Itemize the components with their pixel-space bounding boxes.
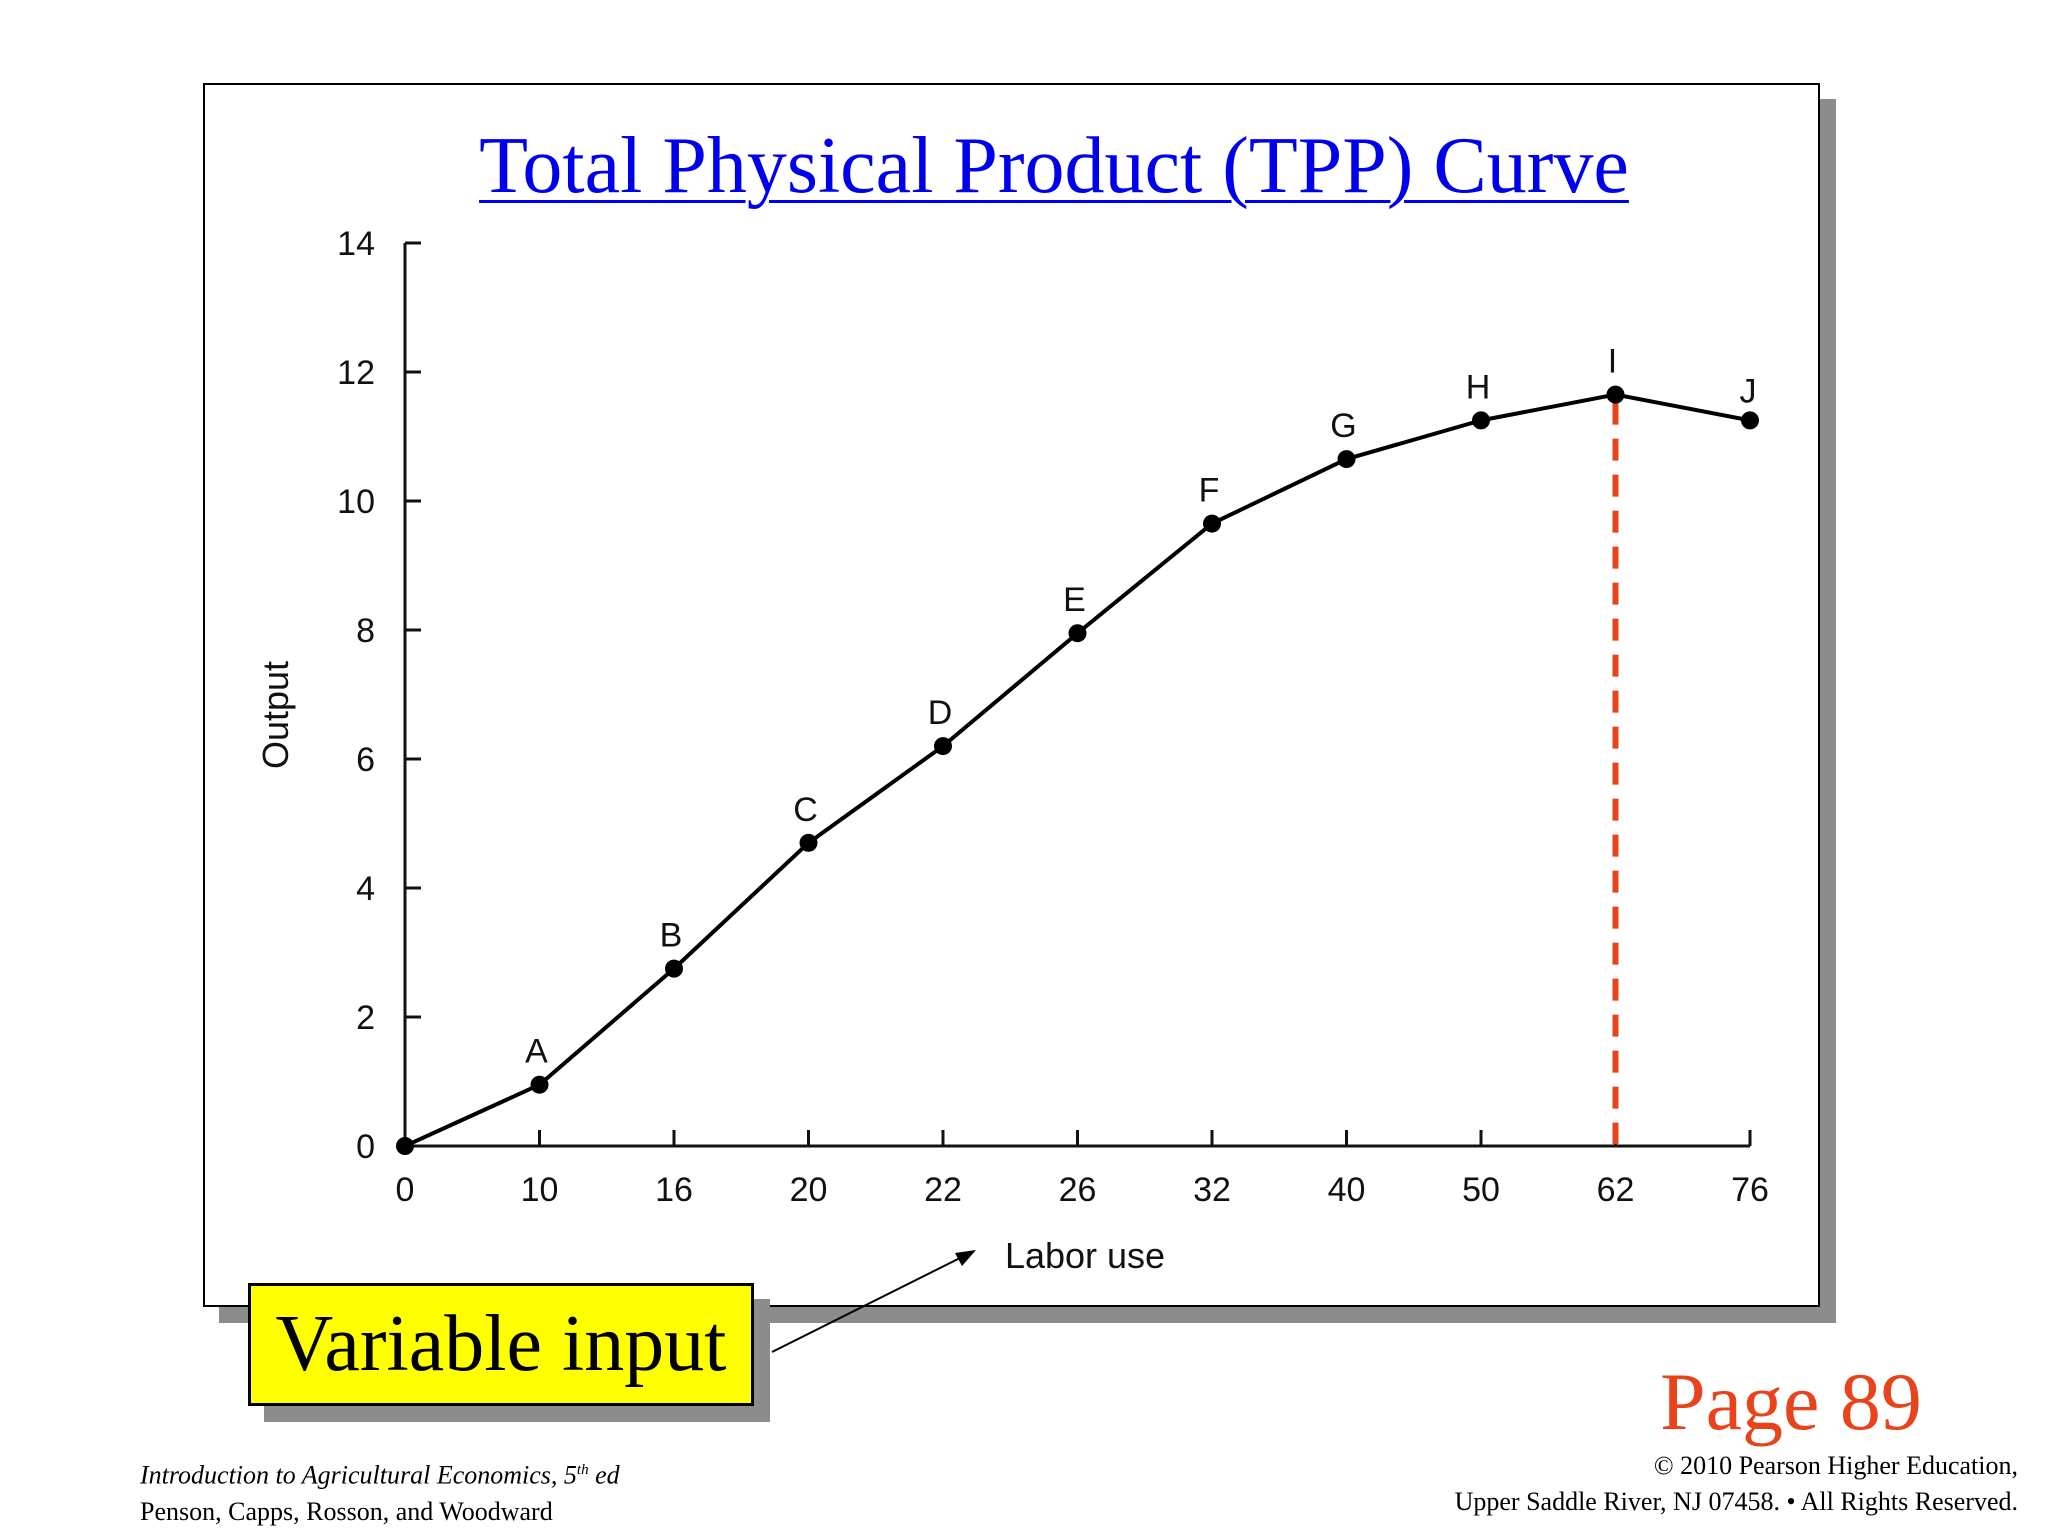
data-point	[1337, 450, 1356, 469]
point-label-d: D	[928, 694, 953, 732]
edition-suffix: ed	[588, 1460, 620, 1490]
y-axis-label: Output	[255, 661, 296, 769]
x-tick-label: 32	[1193, 1171, 1231, 1209]
x-tick-label: 20	[790, 1171, 828, 1209]
y-tick-label: 2	[356, 999, 375, 1037]
copyright: © 2010 Pearson Higher Education,	[1653, 1451, 2018, 1480]
chart-title: Total Physical Product (TPP) Curve	[479, 122, 1629, 210]
data-points	[396, 385, 1759, 1155]
point-label-f: F	[1199, 472, 1220, 510]
data-point	[530, 1075, 549, 1094]
x-tick-label: 40	[1328, 1171, 1366, 1209]
data-point	[934, 737, 952, 756]
y-tick-label: 4	[356, 870, 375, 908]
x-tick-label: 26	[1059, 1171, 1097, 1209]
y-tick-label: 14	[337, 225, 375, 263]
annotation-arrow	[771, 1250, 976, 1353]
point-labels: A B C D E F G H I J	[525, 343, 1756, 1071]
y-tick-label: 0	[356, 1128, 375, 1166]
data-point	[665, 959, 683, 978]
x-tick-label: 16	[655, 1171, 693, 1209]
variable-input-callout: Variable input	[248, 1283, 754, 1406]
point-label-c: C	[793, 791, 818, 829]
authors: Penson, Capps, Rosson, and Woodward	[140, 1496, 553, 1526]
book-title-text: Introduction to Agricultural Economics, …	[140, 1460, 577, 1490]
y-tick-label: 8	[356, 612, 375, 650]
point-label-i: I	[1608, 343, 1617, 381]
x-tick-label: 10	[521, 1171, 559, 1209]
arrow-shaft	[771, 1256, 963, 1353]
x-tick-label: 50	[1462, 1171, 1500, 1209]
data-point	[1741, 411, 1759, 430]
book-title: Introduction to Agricultural Economics, …	[140, 1452, 620, 1494]
data-point	[1606, 385, 1625, 404]
y-tick-label: 10	[337, 483, 375, 521]
point-label-g: G	[1330, 407, 1356, 445]
footer-left: Introduction to Agricultural Economics, …	[140, 1452, 620, 1530]
point-label-b: B	[660, 917, 683, 955]
data-point	[1203, 514, 1221, 533]
x-tick-label: 0	[396, 1171, 415, 1209]
callout-text: Variable input	[275, 1300, 727, 1388]
edition-superscript: th	[576, 1462, 589, 1478]
data-point	[1068, 624, 1087, 643]
footer-right: © 2010 Pearson Higher Education, Upper S…	[1455, 1448, 2018, 1520]
address: Upper Saddle River, NJ 07458. • All Righ…	[1454, 1487, 2018, 1516]
data-point	[799, 833, 818, 852]
data-point	[396, 1137, 414, 1155]
arrow-head	[955, 1250, 976, 1266]
y-tick-label: 6	[356, 741, 375, 779]
point-label-h: H	[1466, 368, 1491, 406]
chart-panel	[203, 83, 1820, 1307]
data-point	[1472, 411, 1490, 430]
x-axis-label: Labor use	[1005, 1235, 1165, 1276]
series-line-group	[404, 392, 1751, 1148]
x-tick-label: 62	[1597, 1171, 1635, 1209]
point-label-a: A	[525, 1033, 548, 1071]
tpp-series-line	[404, 392, 1751, 1148]
x-axis: 0 10 16 20 22 26 32 40 50 62 76	[396, 1130, 1769, 1209]
x-tick-label: 22	[924, 1171, 962, 1209]
point-label-j: J	[1740, 372, 1757, 410]
point-label-e: E	[1063, 581, 1086, 619]
page-reference: Page 89	[1660, 1356, 1922, 1447]
y-axis: 0 2 4 6 8 10 12 14	[337, 225, 421, 1166]
y-tick-label: 12	[337, 354, 375, 392]
x-tick-label: 76	[1731, 1171, 1769, 1209]
